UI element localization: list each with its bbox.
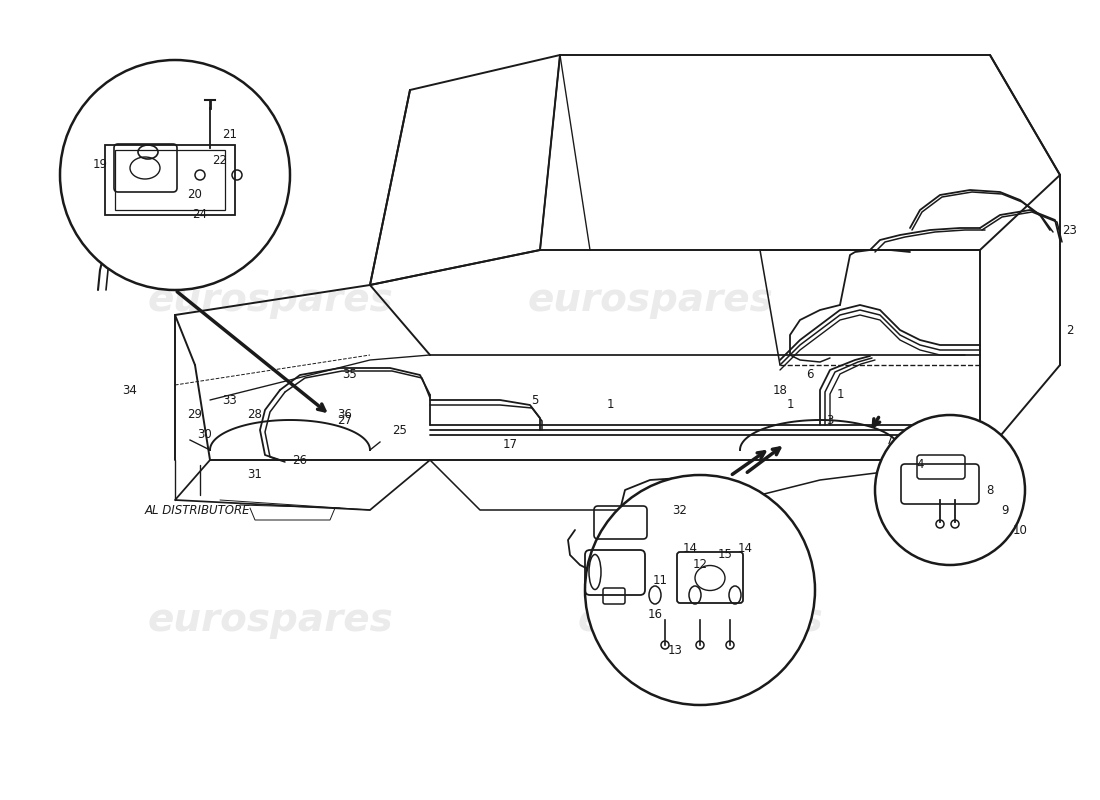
Text: 29: 29 (187, 409, 202, 422)
Text: 17: 17 (503, 438, 517, 451)
Text: 30: 30 (198, 429, 212, 442)
Text: 26: 26 (293, 454, 308, 466)
Text: 1: 1 (836, 389, 844, 402)
Text: eurospares: eurospares (578, 601, 823, 639)
Text: 27: 27 (338, 414, 352, 426)
Circle shape (874, 415, 1025, 565)
Text: eurospares: eurospares (527, 281, 773, 319)
Text: 7: 7 (887, 434, 893, 446)
Text: eurospares: eurospares (147, 601, 393, 639)
Text: 18: 18 (772, 383, 788, 397)
Text: 4: 4 (916, 458, 924, 471)
Text: 28: 28 (248, 409, 263, 422)
Text: 5: 5 (531, 394, 539, 406)
Text: 35: 35 (342, 369, 358, 382)
Text: 25: 25 (393, 423, 407, 437)
Text: 19: 19 (92, 158, 108, 171)
Text: 31: 31 (248, 469, 263, 482)
Text: 20: 20 (188, 189, 202, 202)
Text: 11: 11 (652, 574, 668, 586)
Circle shape (585, 475, 815, 705)
Text: 36: 36 (338, 409, 352, 422)
Text: 15: 15 (717, 549, 733, 562)
Text: AL DISTRIBUTORE: AL DISTRIBUTORE (145, 503, 251, 517)
Text: 32: 32 (672, 503, 688, 517)
Text: 3: 3 (826, 414, 834, 426)
Text: 24: 24 (192, 209, 208, 222)
Text: 2: 2 (1066, 323, 1074, 337)
Text: 16: 16 (648, 609, 662, 622)
Text: 21: 21 (222, 129, 238, 142)
Text: 8: 8 (987, 483, 993, 497)
Text: 1: 1 (606, 398, 614, 411)
Text: 22: 22 (212, 154, 228, 166)
Text: 34: 34 (122, 383, 138, 397)
Text: 9: 9 (1001, 503, 1009, 517)
Text: 1: 1 (786, 398, 794, 411)
Text: eurospares: eurospares (147, 281, 393, 319)
Text: 14: 14 (682, 542, 697, 554)
Text: 12: 12 (693, 558, 707, 571)
Text: 14: 14 (737, 542, 752, 554)
Circle shape (60, 60, 290, 290)
Text: 33: 33 (222, 394, 238, 406)
Text: 13: 13 (668, 643, 682, 657)
Text: 6: 6 (806, 369, 814, 382)
Text: 10: 10 (1013, 523, 1027, 537)
Text: 23: 23 (1063, 223, 1077, 237)
